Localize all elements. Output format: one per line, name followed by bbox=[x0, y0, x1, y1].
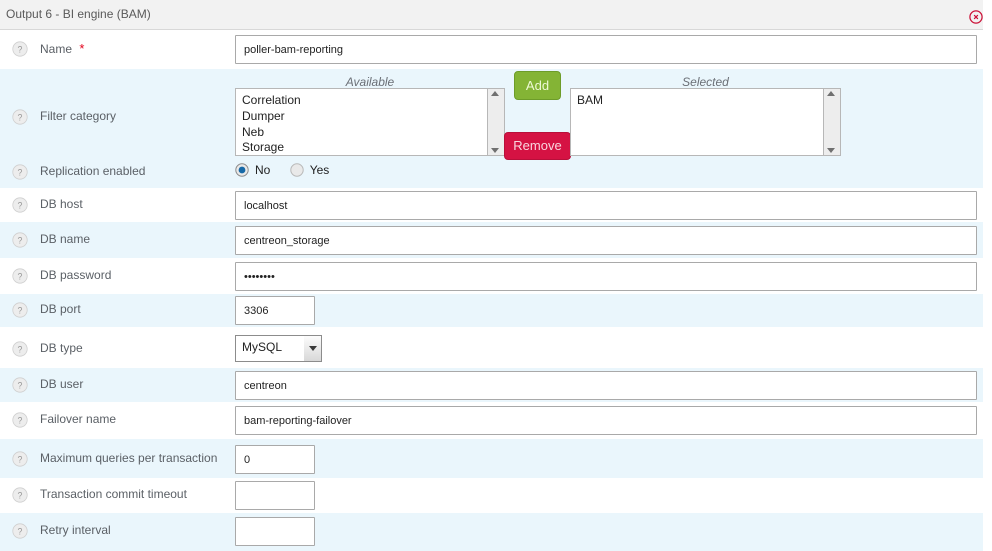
svg-text:?: ? bbox=[18, 527, 23, 537]
svg-text:?: ? bbox=[18, 381, 23, 391]
svg-text:?: ? bbox=[18, 45, 23, 55]
svg-text:?: ? bbox=[18, 201, 23, 211]
svg-text:?: ? bbox=[18, 236, 23, 246]
svg-text:?: ? bbox=[18, 455, 23, 465]
svg-text:?: ? bbox=[18, 113, 23, 123]
svg-text:?: ? bbox=[18, 272, 23, 282]
svg-text:?: ? bbox=[18, 345, 23, 355]
svg-text:?: ? bbox=[18, 168, 23, 178]
svg-text:?: ? bbox=[18, 306, 23, 316]
svg-text:?: ? bbox=[18, 416, 23, 426]
svg-text:?: ? bbox=[18, 491, 23, 501]
